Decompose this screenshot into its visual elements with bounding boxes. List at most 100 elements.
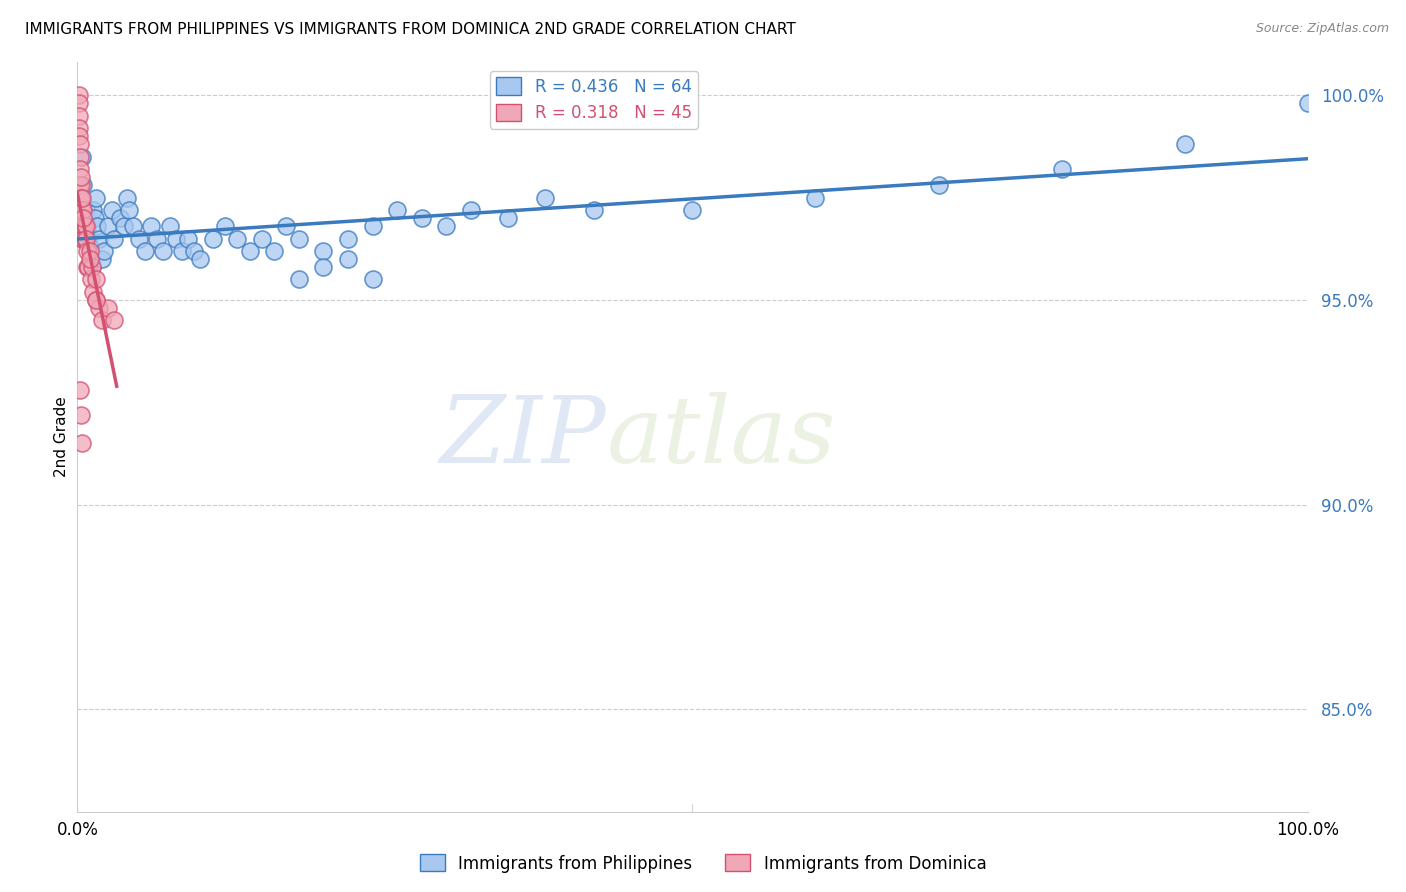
Point [93,244,115,258]
Point [69,137,91,152]
Point [288,272,311,286]
Point [77,231,100,245]
Point [69,161,91,176]
Point [84,293,107,307]
Point [84,272,107,286]
Point [534,190,557,204]
Point [115,190,138,204]
Point [70,190,93,204]
Point [73,219,96,234]
Point [86,219,108,234]
Point [70,170,93,185]
Point [165,231,187,245]
Point [214,219,236,234]
Legend: Immigrants from Philippines, Immigrants from Dominica: Immigrants from Philippines, Immigrants … [413,847,993,880]
Point [1174,137,1197,152]
Text: IMMIGRANTS FROM PHILIPPINES VS IMMIGRANTS FROM DOMINICA 2ND GRADE CORRELATION CH: IMMIGRANTS FROM PHILIPPINES VS IMMIGRANT… [25,22,796,37]
Text: ZIP: ZIP [440,392,606,482]
Text: atlas: atlas [606,392,835,482]
Point [90,252,114,266]
Point [84,190,107,204]
Point [436,219,458,234]
Point [103,231,125,245]
Point [276,219,298,234]
Point [70,178,93,193]
Point [70,190,93,204]
Point [112,219,135,234]
Point [67,120,90,135]
Point [69,150,91,164]
Point [75,202,97,217]
Point [75,231,97,245]
Point [177,231,200,245]
Point [110,211,132,225]
Point [183,244,205,258]
Point [337,231,360,245]
Point [385,202,409,217]
Point [69,190,91,204]
Point [67,129,90,144]
Point [496,211,519,225]
Point [73,211,96,225]
Point [82,202,104,217]
Point [312,260,335,275]
Point [77,260,100,275]
Point [361,272,384,286]
Legend: R = 0.436   N = 64, R = 0.318   N = 45: R = 0.436 N = 64, R = 0.318 N = 45 [489,70,699,128]
Point [682,202,704,217]
Point [76,219,98,234]
Point [70,219,93,234]
Point [97,301,120,315]
Point [76,260,98,275]
Point [146,231,169,245]
Point [72,202,94,217]
Point [70,190,93,204]
Point [82,260,104,275]
Text: Source: ZipAtlas.com: Source: ZipAtlas.com [1256,22,1389,36]
Point [159,219,181,234]
Point [89,301,111,315]
Point [80,272,103,286]
Point [1050,161,1073,176]
Point [70,150,93,164]
Point [97,219,120,234]
Point [67,88,90,103]
Point [312,244,335,258]
Point [69,383,91,397]
Point [288,231,311,245]
Point [79,244,101,258]
Point [70,219,93,234]
Point [67,109,90,123]
Point [82,285,104,299]
Point [80,252,103,266]
Point [337,252,360,266]
Point [188,252,212,266]
Point [141,219,163,234]
Point [72,178,94,193]
Point [583,202,606,217]
Point [72,219,94,234]
Point [83,211,105,225]
Point [411,211,433,225]
Point [361,219,384,234]
Point [73,231,96,245]
Point [84,293,107,307]
Point [82,260,104,275]
Point [128,231,150,245]
Point [226,231,249,245]
Point [70,408,93,422]
Point [72,231,94,245]
Point [101,202,124,217]
Point [89,231,111,245]
Point [76,244,98,258]
Point [72,211,94,225]
Point [70,202,93,217]
Point [79,240,101,254]
Point [250,231,273,245]
Point [70,436,93,450]
Point [70,202,93,217]
Point [79,252,101,266]
Point [70,231,93,245]
Point [460,202,482,217]
Point [103,313,125,327]
